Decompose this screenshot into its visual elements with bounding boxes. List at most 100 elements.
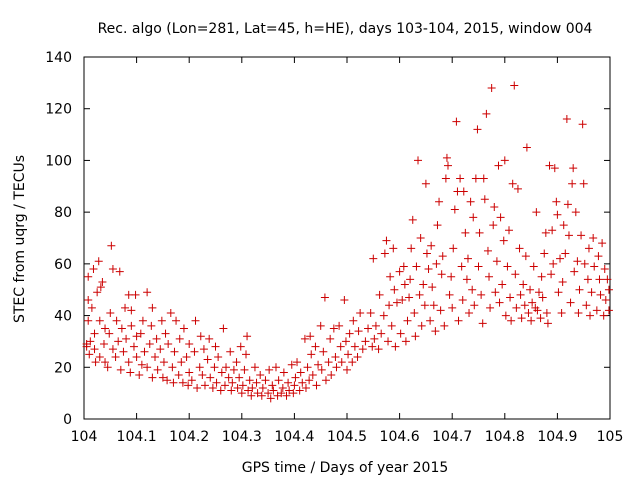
data-point [271, 363, 280, 372]
chart-title: Rec. algo (Lon=281, Lat=45, h=HE), days … [98, 21, 593, 37]
data-point [179, 324, 188, 333]
data-point [265, 365, 274, 374]
data-point [435, 197, 444, 206]
data-point [278, 383, 287, 392]
x-tick-label: 104.8 [485, 429, 525, 445]
data-point [135, 371, 144, 380]
data-point [380, 249, 389, 258]
data-point [553, 210, 562, 219]
data-point [289, 389, 298, 398]
data-point [205, 334, 214, 343]
data-point [526, 285, 535, 294]
data-point [510, 81, 519, 90]
data-point [266, 394, 275, 403]
data-point [429, 301, 438, 310]
data-point [143, 363, 152, 372]
data-point [461, 228, 470, 237]
data-point [390, 285, 399, 294]
data-point [428, 283, 437, 292]
data-point [95, 352, 104, 361]
data-point [314, 360, 323, 369]
data-point [210, 363, 219, 372]
data-point [557, 308, 566, 317]
data-point [492, 257, 501, 266]
x-tick-label: 104.1 [117, 429, 157, 445]
data-point [500, 156, 509, 165]
data-point [498, 280, 507, 289]
data-point [122, 334, 131, 343]
data-point [566, 298, 575, 307]
data-point [542, 308, 551, 317]
x-tick-label: 104.2 [169, 429, 209, 445]
data-point [153, 365, 162, 374]
data-point [145, 340, 154, 349]
data-point [437, 270, 446, 279]
data-point [577, 231, 586, 240]
data-point [391, 342, 400, 351]
data-point [277, 389, 286, 398]
data-point [348, 358, 357, 367]
data-point [364, 324, 373, 333]
data-point [114, 337, 123, 346]
data-point [450, 205, 459, 214]
data-point [356, 308, 365, 317]
data-point [578, 120, 587, 129]
data-point [398, 296, 407, 305]
x-tick-label: 104.6 [380, 429, 420, 445]
data-point [471, 174, 480, 183]
data-point [107, 241, 116, 250]
data-point [229, 365, 238, 374]
data-point [317, 365, 326, 374]
data-point [387, 321, 396, 330]
data-point [547, 270, 556, 279]
data-point [116, 365, 125, 374]
data-point [440, 321, 449, 330]
data-point [86, 337, 95, 346]
data-point [431, 327, 440, 336]
data-point [132, 332, 141, 341]
data-point [545, 161, 554, 170]
data-point [436, 306, 445, 315]
data-point [438, 252, 447, 261]
data-point [235, 373, 244, 382]
data-point [227, 386, 236, 395]
data-point [85, 350, 94, 359]
data-point [516, 290, 525, 299]
y-tick-label: 20 [54, 360, 72, 376]
data-point [166, 308, 175, 317]
data-point [247, 391, 256, 400]
x-tick-label: 105 [597, 429, 624, 445]
data-point [562, 115, 571, 124]
data-point [433, 221, 442, 230]
data-point [324, 358, 333, 367]
data-point [115, 267, 124, 276]
data-point [103, 363, 112, 372]
data-point [508, 179, 517, 188]
data-point [285, 386, 294, 395]
data-point [290, 381, 299, 390]
data-point [226, 347, 235, 356]
data-point [470, 301, 479, 310]
data-point [503, 262, 512, 271]
data-point [416, 234, 425, 242]
data-point [158, 373, 167, 382]
data-point [345, 329, 354, 338]
data-point [580, 259, 589, 268]
data-point [468, 285, 477, 294]
data-point [236, 342, 245, 351]
data-point [384, 337, 393, 346]
data-point [505, 226, 514, 235]
data-point [358, 345, 367, 354]
data-point [238, 381, 247, 390]
data-point [274, 376, 283, 385]
data-point [101, 358, 110, 367]
y-tick-label: 100 [45, 153, 72, 169]
data-point [570, 267, 579, 276]
data-point [556, 254, 565, 263]
data-point [151, 352, 160, 361]
data-point [206, 373, 215, 382]
data-point [379, 311, 388, 320]
data-point [538, 293, 547, 302]
data-point [569, 164, 578, 173]
data-point [480, 195, 489, 204]
